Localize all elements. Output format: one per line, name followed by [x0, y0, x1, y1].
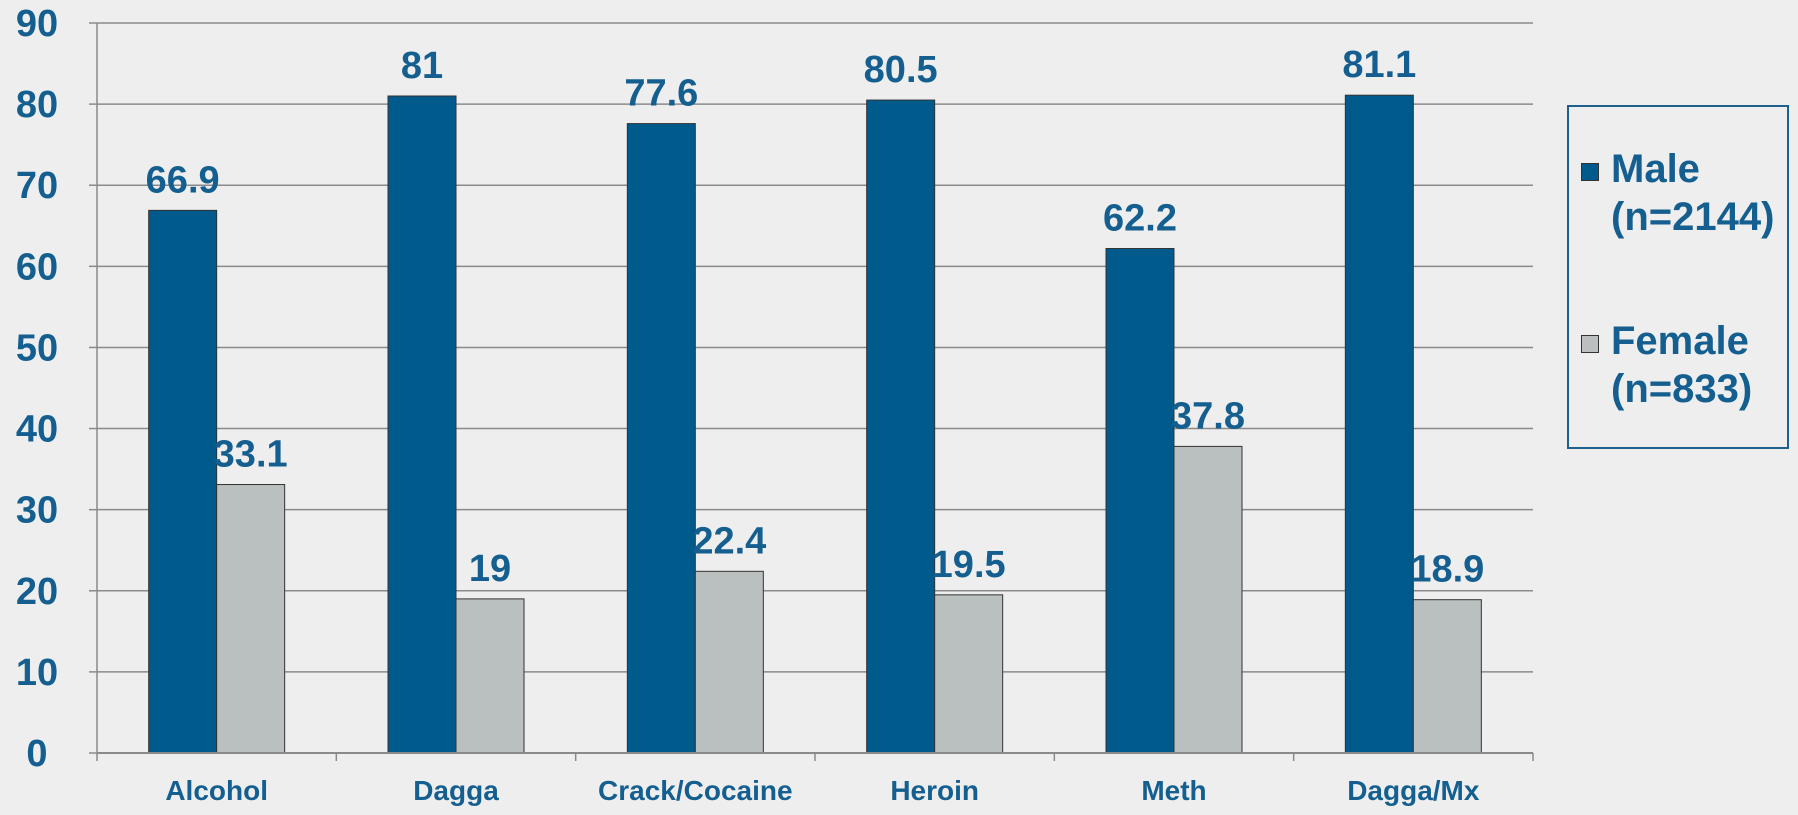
- bar-female: [1173, 445, 1243, 754]
- legend-sublabel-female: (n=833): [1611, 367, 1753, 411]
- x-tick-label: Crack/Cocaine: [598, 775, 793, 806]
- bar-female: [1412, 599, 1482, 754]
- bar-male: [1344, 94, 1414, 754]
- x-tick-label: Heroin: [890, 775, 979, 806]
- y-tick-label: 80: [16, 84, 58, 126]
- y-tick-label: 60: [16, 246, 58, 288]
- legend-label-female: Female: [1611, 319, 1749, 363]
- legend-swatch-male: [1581, 163, 1599, 181]
- data-label-male: 62.2: [1103, 197, 1177, 239]
- x-tick-label: Alcohol: [165, 775, 268, 806]
- gridlines: [89, 22, 1533, 754]
- y-tick-label: 0: [26, 733, 47, 775]
- data-label-male: 66.9: [146, 159, 220, 201]
- bar-male: [387, 95, 457, 754]
- bar-male: [1105, 247, 1175, 754]
- data-label-female: 37.8: [1171, 395, 1245, 437]
- data-label-male: 77.6: [624, 73, 698, 115]
- y-tick-label: 30: [16, 490, 58, 532]
- bar-male: [866, 99, 936, 754]
- data-label-female: 33.1: [214, 434, 288, 476]
- legend: Male (n=2144) Female (n=833): [1567, 105, 1789, 449]
- bar-female: [455, 598, 525, 754]
- y-tick-label: 10: [16, 652, 58, 694]
- data-labels: 66.9 33.1 81 19 77.6 22.4 80.5 19.5 62.2 37.8 81.1…: [146, 44, 1485, 591]
- y-tick-label: 50: [16, 327, 58, 369]
- bars: [148, 94, 1482, 754]
- bar-female: [694, 570, 764, 754]
- bar-female: [216, 484, 286, 754]
- data-label-male: 81.1: [1342, 44, 1416, 86]
- data-label-female: 18.9: [1410, 549, 1484, 591]
- bar-male: [626, 123, 696, 754]
- x-axis: [96, 752, 1534, 761]
- data-label-female: 22.4: [692, 520, 766, 562]
- y-tick-label: 40: [16, 409, 58, 451]
- legend-swatch-female: [1581, 335, 1599, 353]
- legend-item-male: Male (n=2144): [1581, 145, 1774, 241]
- x-tick-label: Meth: [1141, 775, 1206, 806]
- y-tick-label: 90: [16, 3, 58, 45]
- bar-chart: 0 10 20 30 40 50 60 70 80 90 66.9 33.1 81 19 77.6 22.4…: [16, 3, 1534, 806]
- data-label-female: 19: [469, 548, 511, 590]
- legend-label-male: Male: [1611, 147, 1700, 191]
- legend-item-female: Female (n=833): [1581, 317, 1752, 413]
- x-tick-label: Dagga/Mx: [1347, 775, 1480, 806]
- bar-female: [934, 594, 1004, 754]
- data-label-male: 80.5: [864, 49, 938, 91]
- legend-sublabel-male: (n=2144): [1611, 195, 1775, 239]
- x-tick-label: Dagga: [413, 775, 499, 806]
- y-tick-label: 70: [16, 165, 58, 207]
- y-tick-label: 20: [16, 571, 58, 613]
- data-label-female: 19.5: [932, 544, 1006, 586]
- x-axis-ticks: Alcohol Dagga Crack/Cocaine Heroin Meth Dagga…: [165, 775, 1480, 806]
- data-label-male: 81: [401, 45, 443, 87]
- bar-male: [148, 209, 218, 754]
- y-axis-ticks: 0 10 20 30 40 50 60 70 80 90: [16, 3, 58, 775]
